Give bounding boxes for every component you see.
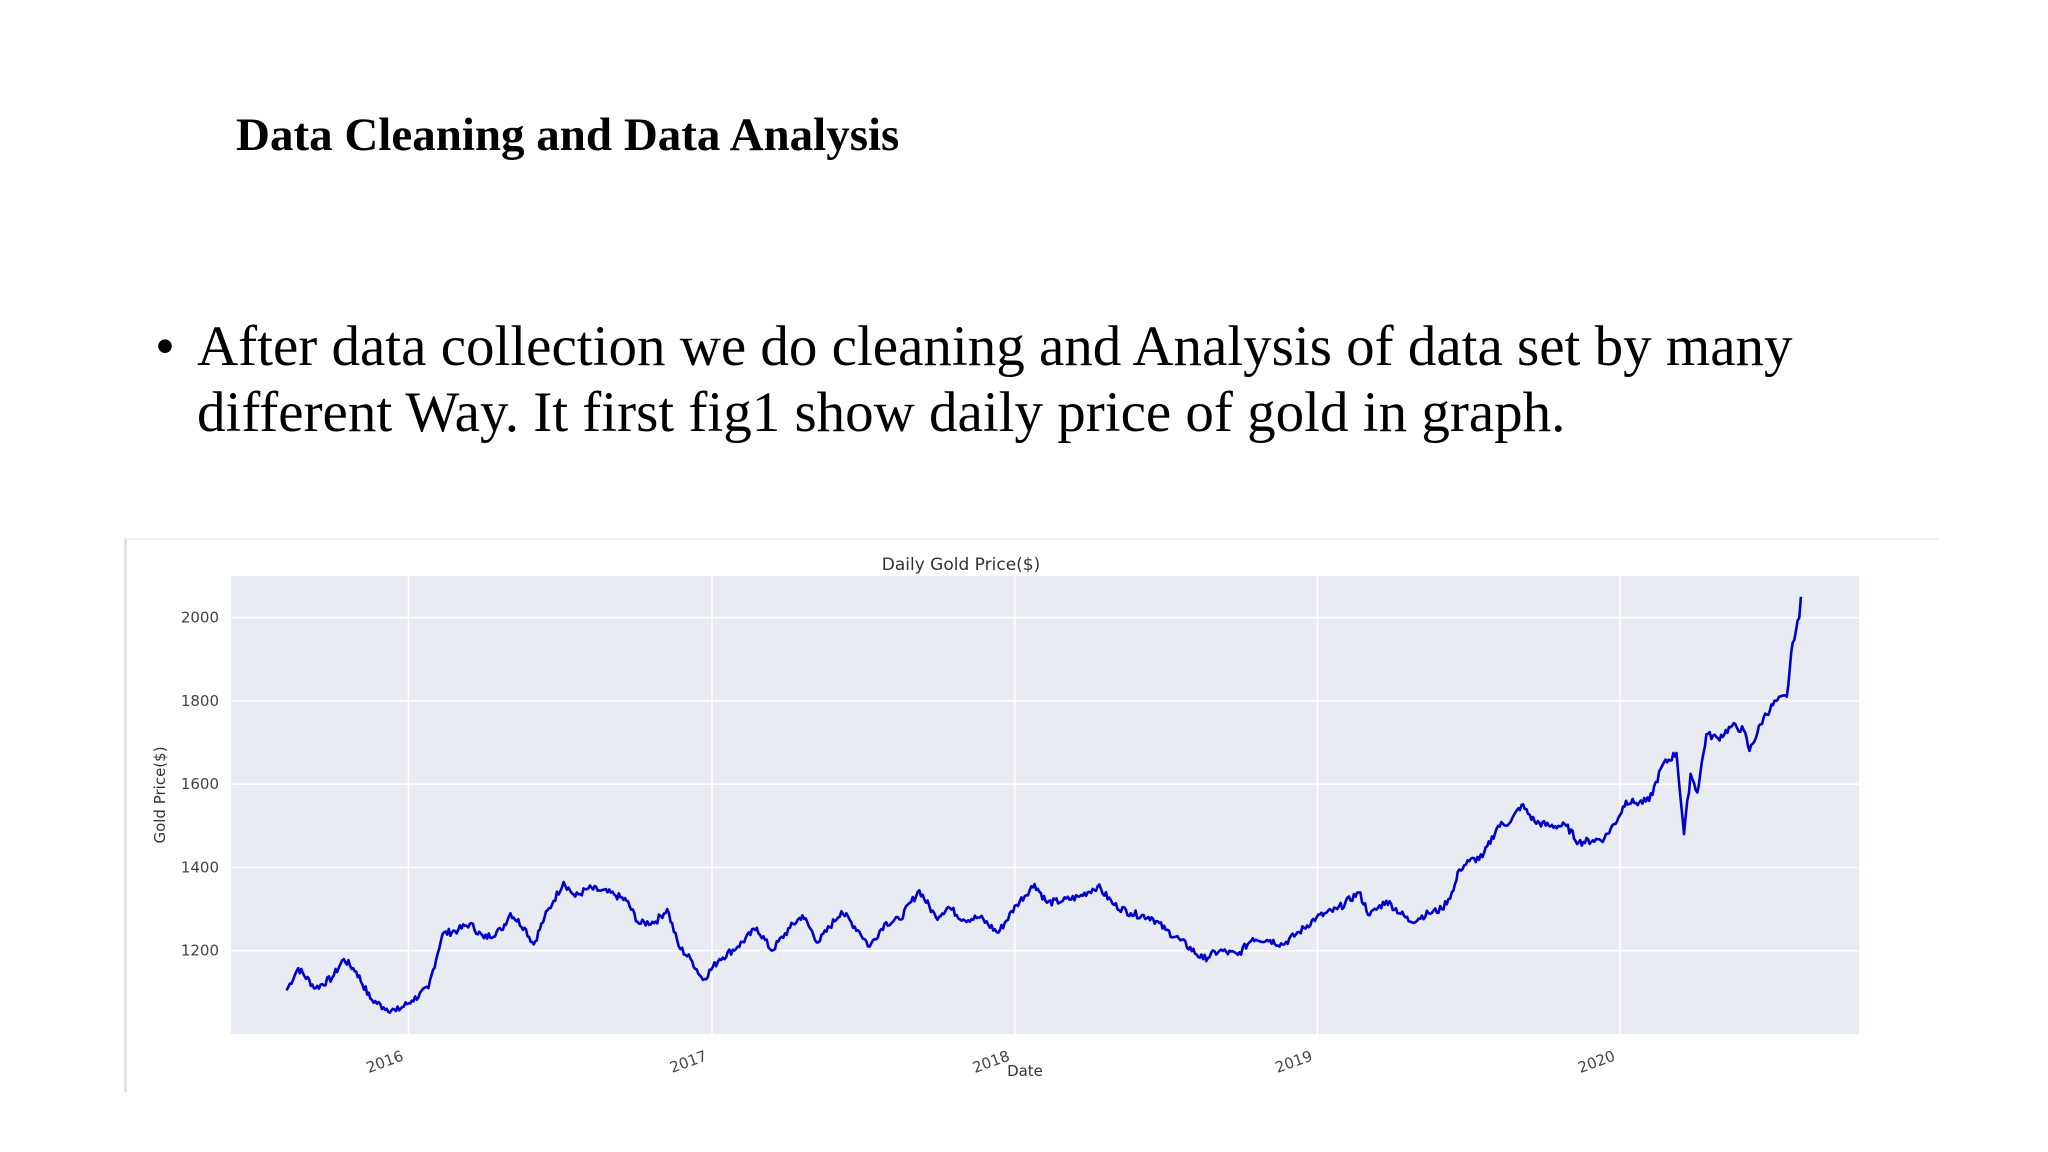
slide-title: Data Cleaning and Data Analysis [236, 109, 900, 161]
grid-lines [231, 576, 1859, 1034]
y-tick-label: 1800 [181, 692, 219, 710]
series-line-gold-price [285, 596, 1803, 1014]
chart-title: Daily Gold Price($) [882, 555, 1040, 575]
bullet-symbol: • [155, 315, 175, 378]
y-tick-label: 1400 [181, 858, 219, 876]
x-tick-label: 2020 [1575, 1047, 1617, 1077]
y-tick-label: 1600 [181, 775, 219, 793]
x-axis-label: Date [1007, 1062, 1043, 1080]
x-tick-label: 2018 [970, 1047, 1012, 1077]
y-axis-ticks: 1200 1400 1600 1800 2000 [181, 609, 219, 960]
x-tick-label: 2019 [1273, 1047, 1315, 1077]
bullet-text: After data collection we do cleaning and… [197, 315, 1793, 444]
y-axis-label: Gold Price($) [151, 746, 169, 843]
plot-area [231, 576, 1859, 1034]
x-axis-ticks: 2016 2017 2018 2019 2020 [364, 1047, 1618, 1077]
y-tick-label: 1200 [181, 942, 219, 960]
x-tick-label: 2016 [364, 1047, 406, 1077]
chart-figure: Daily Gold Price($) 1200 1400 1600 1800 2000… [124, 538, 1939, 1092]
x-tick-label: 2017 [667, 1047, 709, 1077]
line-chart: Daily Gold Price($) 1200 1400 1600 1800 2000… [151, 555, 1859, 1080]
y-tick-label: 2000 [181, 609, 219, 627]
